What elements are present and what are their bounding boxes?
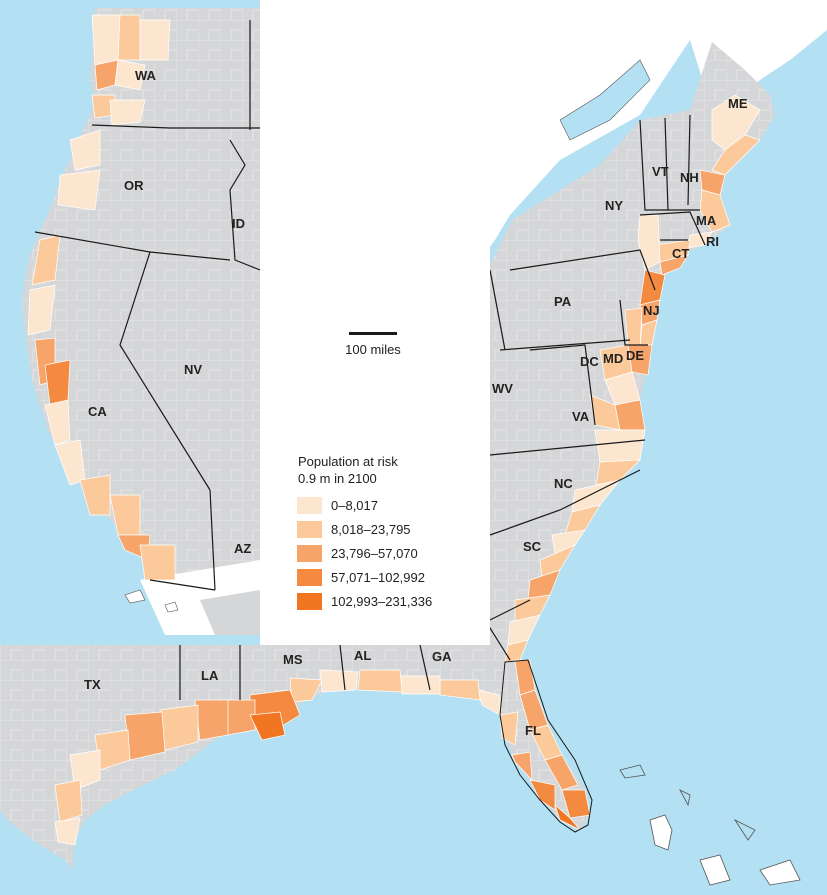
legend-title-line1: Population at risk <box>298 454 398 469</box>
state-label-pa: PA <box>554 294 572 309</box>
state-label-md: MD <box>603 351 623 366</box>
legend-label-2: 8,018–23,795 <box>331 522 411 537</box>
state-label-ri: RI <box>706 234 719 249</box>
legend-swatch-1 <box>297 497 322 514</box>
state-label-sc: SC <box>523 539 542 554</box>
state-label-tx: TX <box>84 677 101 692</box>
state-label-nh: NH <box>680 170 699 185</box>
state-label-az: AZ <box>234 541 251 556</box>
state-label-de: DE <box>626 348 644 363</box>
state-label-wa: WA <box>135 68 157 83</box>
state-label-ct: CT <box>672 246 689 261</box>
legend-swatch-4 <box>297 569 322 586</box>
legend-label-5: 102,993–231,336 <box>331 594 432 609</box>
scale-bar-line <box>349 332 397 335</box>
state-label-fl: FL <box>525 723 541 738</box>
st-lawrence <box>559 59 651 141</box>
risk-counties-east <box>54 94 761 846</box>
state-borders-west <box>34 20 260 591</box>
state-label-me: ME <box>728 96 748 111</box>
county-grid-east <box>0 42 775 870</box>
state-label-nj: NJ <box>643 303 660 318</box>
legend-swatch-5 <box>297 593 322 610</box>
state-label-ms: MS <box>283 652 303 667</box>
legend-swatch-2 <box>297 521 322 538</box>
legend-label-4: 57,071–102,992 <box>331 570 425 585</box>
legend-items: 0–8,017 8,018–23,795 23,796–57,070 57,071–1… <box>297 497 432 610</box>
state-label-ny: NY <box>605 198 623 213</box>
state-label-al: AL <box>354 648 371 663</box>
state-label-or: OR <box>124 178 144 193</box>
state-label-va: VA <box>572 409 590 424</box>
legend-title-line2: 0.9 m in 2100 <box>298 471 377 486</box>
state-label-ca: CA <box>88 404 107 419</box>
legend-label-3: 23,796–57,070 <box>331 546 418 561</box>
west-panel <box>8 8 260 635</box>
bahamas-islands <box>619 764 801 886</box>
state-label-nv: NV <box>184 362 202 377</box>
state-label-dc: DC <box>580 354 599 369</box>
legend-label-1: 0–8,017 <box>331 498 378 513</box>
florida-outline <box>499 659 593 833</box>
state-label-nc: NC <box>554 476 573 491</box>
state-label-ma: MA <box>696 213 717 228</box>
state-labels: WA OR ID CA NV AZ ME VT NH NY MA CT RI P… <box>84 68 748 738</box>
state-label-vt: VT <box>652 164 669 179</box>
scale-bar: 100 miles <box>345 332 401 357</box>
state-label-id: ID <box>232 216 245 231</box>
legend-swatch-3 <box>297 545 322 562</box>
legend: Population at risk 0.9 m in 2100 0–8,017… <box>297 454 432 610</box>
state-label-la: LA <box>201 668 219 683</box>
state-label-wv: WV <box>492 381 513 396</box>
risk-counties-west <box>27 14 176 581</box>
state-label-ga: GA <box>432 649 452 664</box>
scale-bar-label: 100 miles <box>345 342 401 357</box>
